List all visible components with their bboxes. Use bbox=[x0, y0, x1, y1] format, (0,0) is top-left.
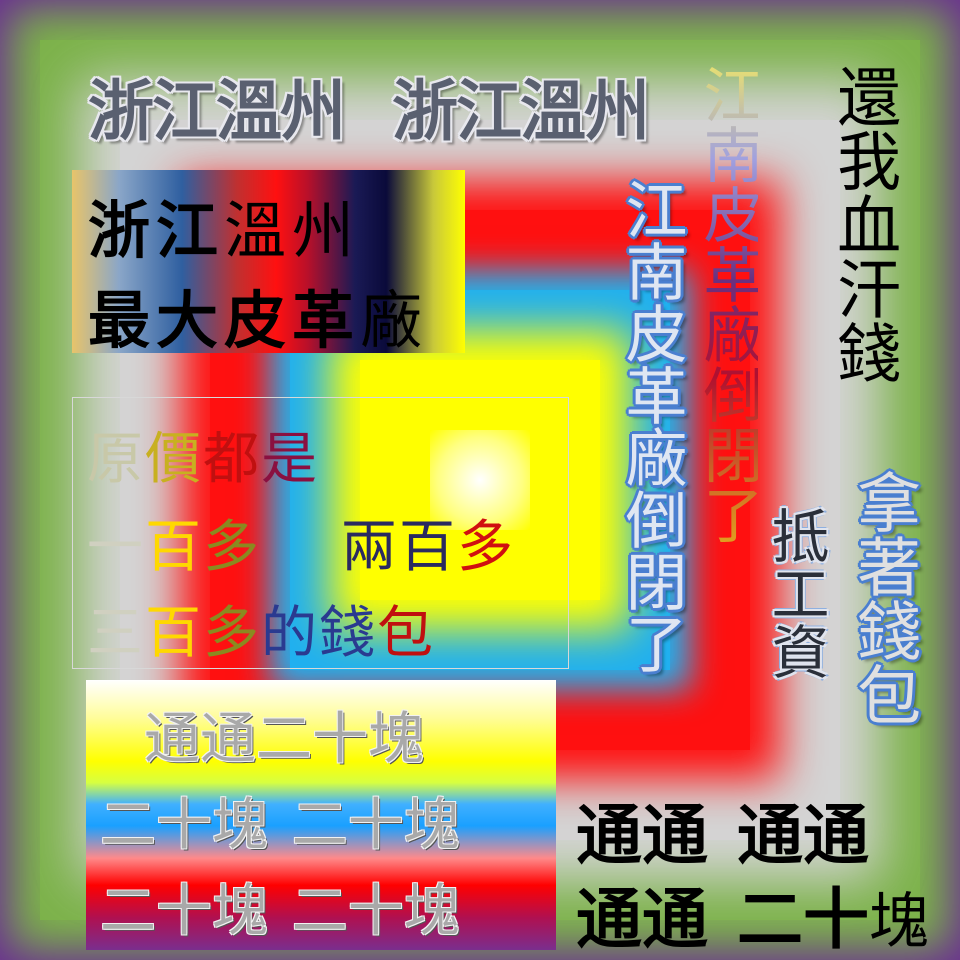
char: 錢 bbox=[319, 601, 377, 666]
vertical-take-wallet: 拿著錢包 bbox=[846, 470, 921, 726]
headline-right: 浙江溫州 bbox=[392, 73, 650, 150]
char: 三 bbox=[87, 601, 145, 666]
char: 百 bbox=[145, 601, 203, 666]
char: 江 bbox=[156, 194, 225, 267]
sale-line-3: 二十塊 二十塊 bbox=[100, 879, 460, 944]
bottom-right-line-2: 通通 二十塊 bbox=[576, 866, 929, 960]
char: 皮 bbox=[224, 284, 293, 357]
bottom-right-bold: 通通 二十 bbox=[576, 881, 869, 958]
char: 廠 bbox=[360, 284, 429, 357]
vertical-wage-offset: 抵工資 bbox=[761, 506, 830, 680]
sale-panel: 通通二十塊 二十塊 二十塊 二十塊 二十塊 bbox=[86, 680, 556, 950]
char: 原 bbox=[87, 427, 145, 492]
price-panel: 原價都是 一百多 兩百多 三百多的錢包 bbox=[72, 397, 569, 669]
char: 革 bbox=[292, 284, 361, 357]
vertical-want-money-back: 還我血汗錢 bbox=[826, 64, 901, 384]
char: 最 bbox=[88, 284, 157, 357]
factory-line-1: 浙江溫州 bbox=[88, 180, 360, 270]
char: 兩 bbox=[341, 515, 399, 580]
price-line-3: 三百多的錢包 bbox=[87, 588, 435, 669]
vertical-factory-closed-outline: 江南皮革廠倒閉了 bbox=[614, 178, 688, 674]
char: 是 bbox=[261, 427, 319, 492]
char: 多 bbox=[457, 515, 515, 580]
headline-left: 浙江溫州 bbox=[88, 73, 346, 150]
char: 百 bbox=[399, 515, 457, 580]
bg-center-glow bbox=[430, 430, 530, 530]
sale-line-2: 二十塊 二十塊 bbox=[100, 793, 460, 858]
factory-panel: 浙江溫州 最大皮革廠 bbox=[72, 170, 465, 357]
char: 溫 bbox=[224, 194, 293, 267]
char: 的 bbox=[261, 601, 319, 666]
price-line-1: 原價都是 bbox=[87, 414, 319, 495]
char: 價 bbox=[145, 427, 203, 492]
sale-line-1: 通通二十塊 bbox=[144, 707, 424, 772]
char: 州 bbox=[292, 194, 361, 267]
factory-line-2: 最大皮革廠 bbox=[88, 270, 428, 360]
price-line-2: 一百多 bbox=[87, 502, 261, 583]
char: 包 bbox=[377, 601, 435, 666]
price-line-2b: 兩百多 bbox=[341, 502, 515, 583]
bottom-right-tail: 塊 bbox=[868, 887, 929, 957]
vertical-factory-closed-plain: 江南皮革廠倒閉了 bbox=[693, 64, 763, 544]
char: 都 bbox=[203, 427, 261, 492]
char: 一 bbox=[87, 515, 145, 580]
char: 大 bbox=[156, 284, 225, 357]
char: 百 bbox=[145, 515, 203, 580]
char: 多 bbox=[203, 515, 261, 580]
bottom-right-line-1: 通通 通通 bbox=[576, 797, 869, 874]
char: 多 bbox=[203, 601, 261, 666]
char: 浙 bbox=[88, 194, 157, 267]
